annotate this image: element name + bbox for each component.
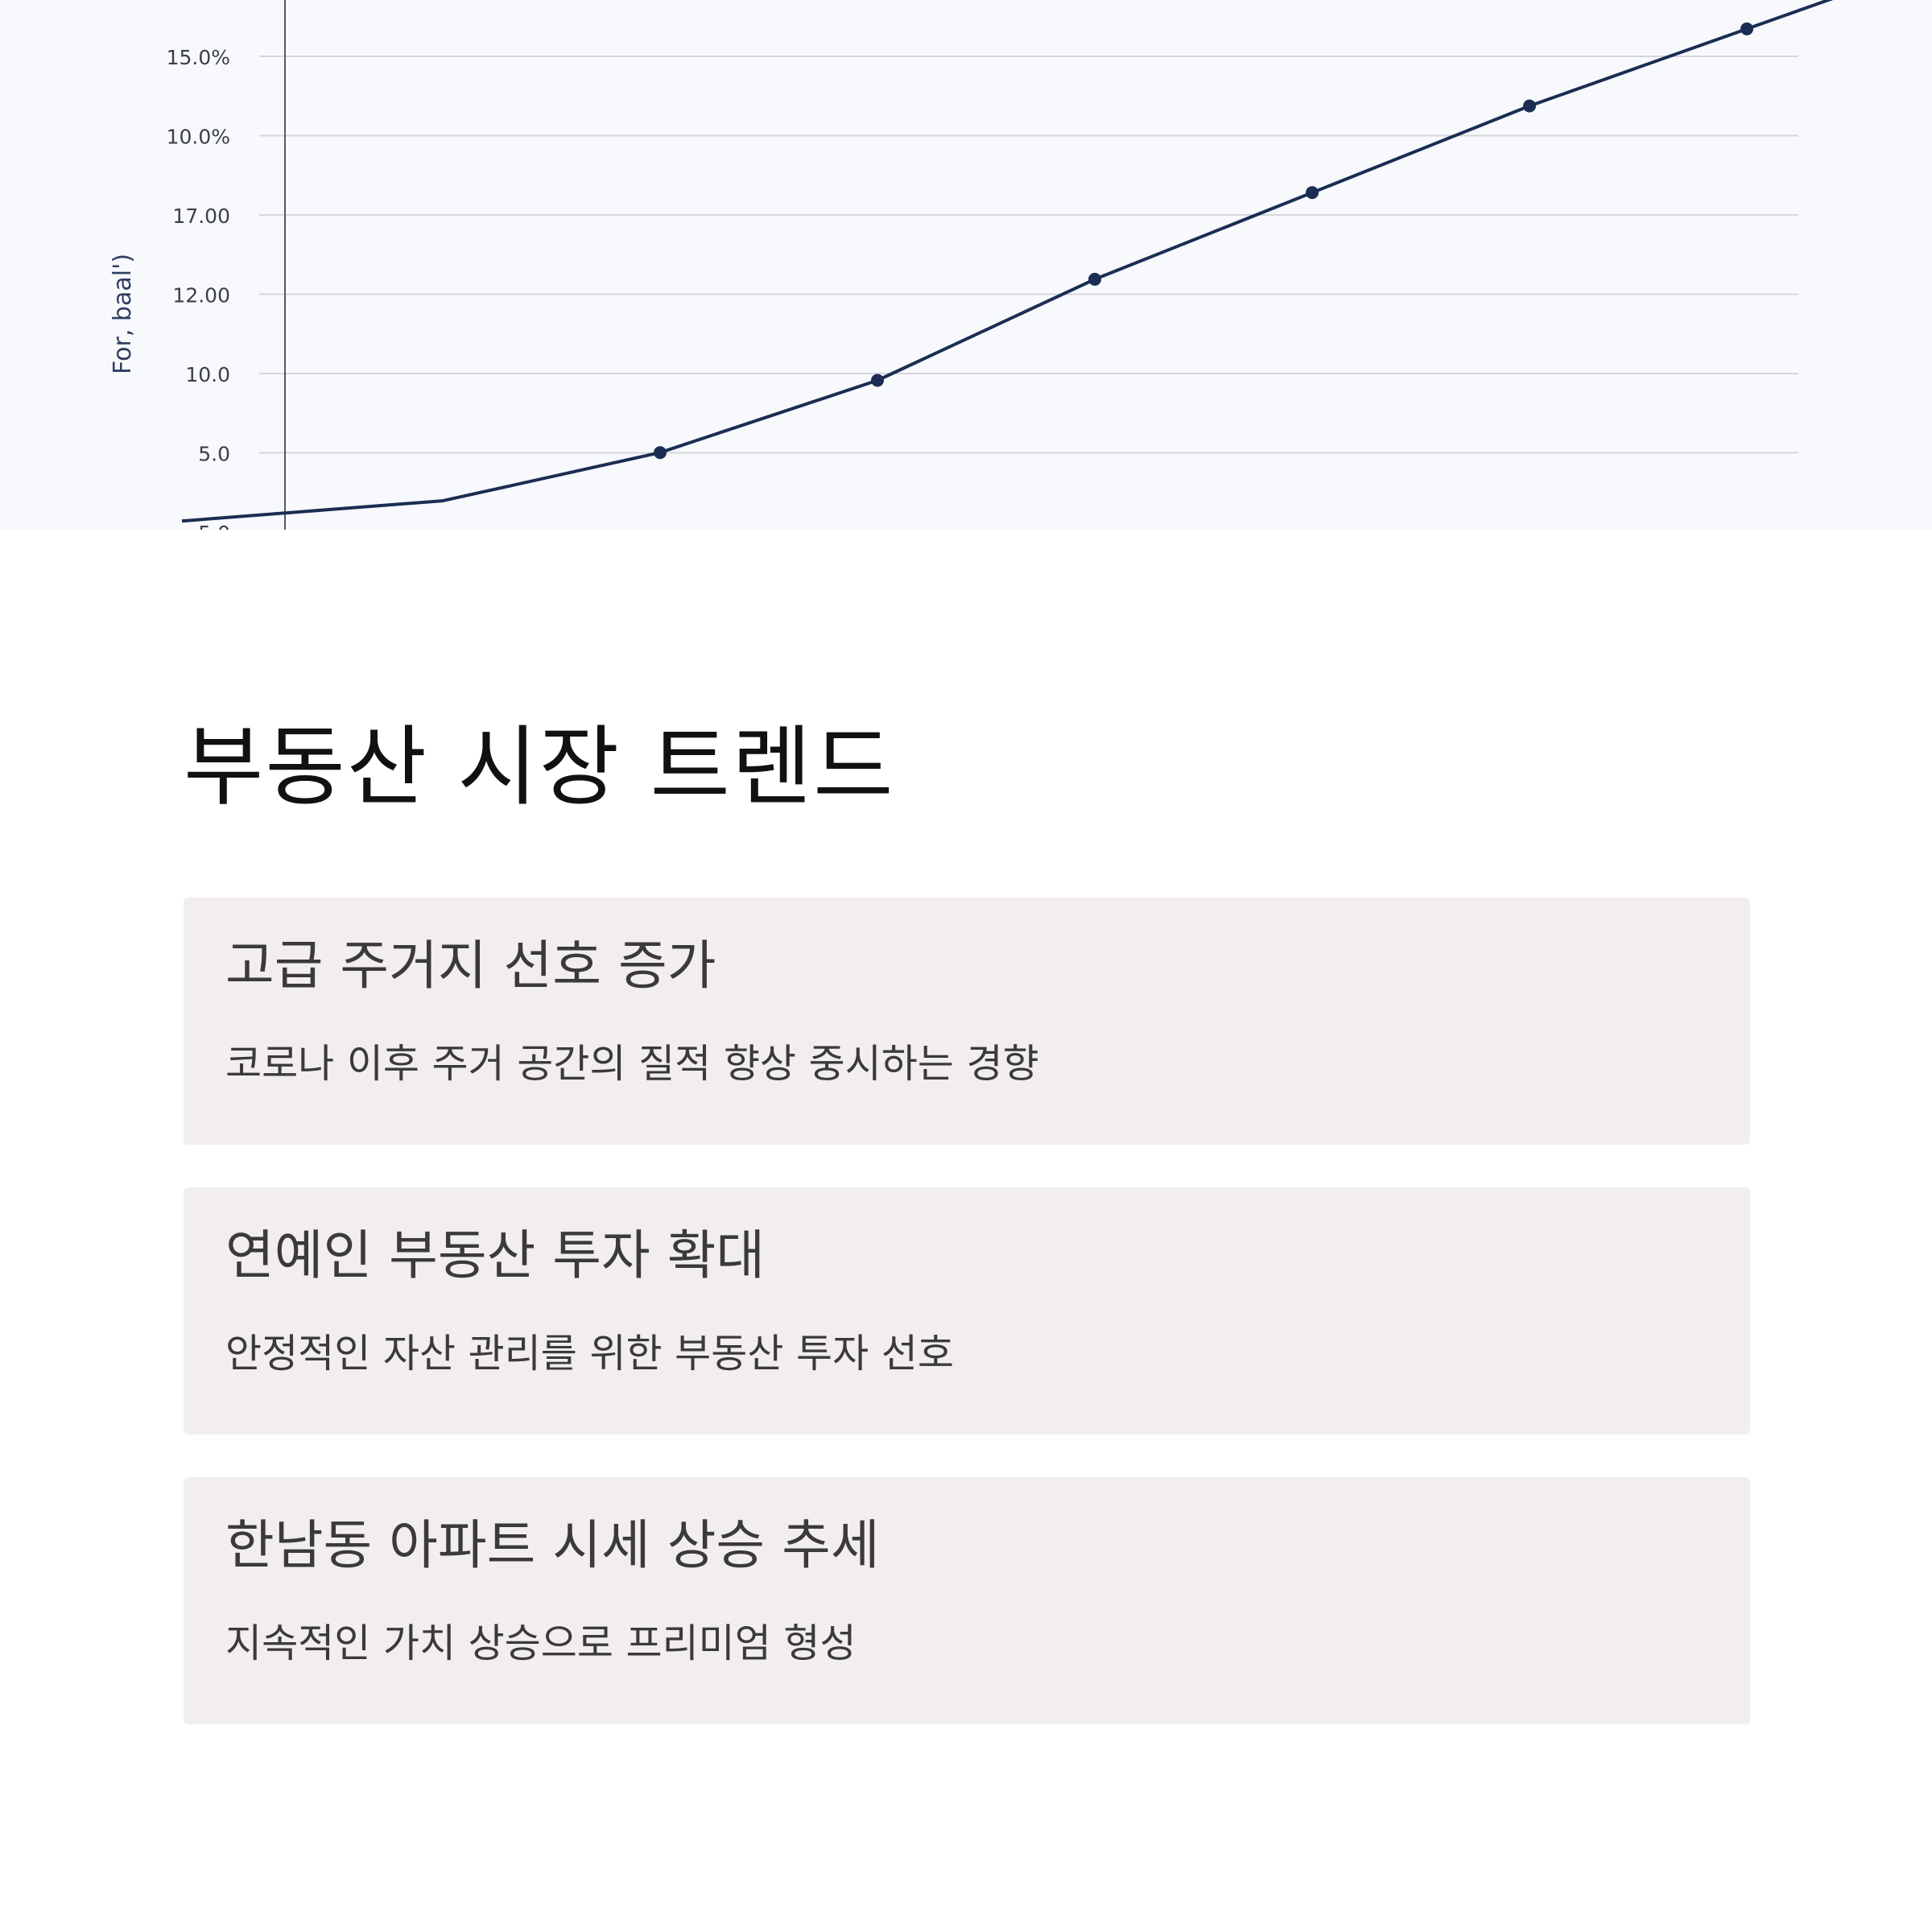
data-point bbox=[1088, 272, 1101, 286]
trend-card: 고급 주거지 선호 증가 코로나 이후 주거 공간의 질적 향상 중시하는 경향 bbox=[184, 898, 1750, 1145]
y-axis-label: For, baal') bbox=[109, 254, 137, 374]
y-tick-label: 10.0% bbox=[167, 126, 230, 149]
series-line bbox=[181, 0, 1834, 523]
trend-card-description: 안정적인 자산 관리를 위한 부동산 투자 선호 bbox=[225, 1331, 954, 1377]
y-tick-label: 5.0 bbox=[198, 443, 230, 466]
market-trends-section: 부동산 시장 트렌드 고급 주거지 선호 증가 코로나 이후 주거 공간의 질적… bbox=[184, 717, 1750, 1724]
trend-card-description: 코로나 이후 주거 공간의 질적 향상 중시하는 경향 bbox=[225, 1041, 1039, 1087]
y-tick-label: 10.0 bbox=[185, 363, 230, 386]
y-tick-label: 17.00 bbox=[172, 204, 230, 228]
y-tick-label: 5.0 bbox=[198, 522, 230, 530]
trend-card-title: 한남동 아파트 시세 상승 추세 bbox=[225, 1514, 880, 1576]
chart-panel: 15.0% 10.0% 17.00 12.00 10.0 5.0 5.0 For, baal… bbox=[0, 0, 1932, 530]
y-tick-label: 12.00 bbox=[172, 284, 230, 308]
data-point bbox=[1306, 186, 1319, 200]
data-point bbox=[871, 374, 884, 387]
y-tick-label: 15.0% bbox=[167, 46, 230, 69]
section-title: 부동산 시장 트렌드 bbox=[184, 717, 895, 818]
trend-card-description: 지속적인 가치 상승으로 프리미엄 형성 bbox=[225, 1620, 857, 1666]
line-chart: 15.0% 10.0% 17.00 12.00 10.0 5.0 5.0 For, baal… bbox=[109, 0, 1834, 530]
trend-card-title: 연예인 부동산 투자 확대 bbox=[225, 1224, 766, 1286]
data-point bbox=[1523, 99, 1536, 113]
trend-card-title: 고급 주거지 선호 증가 bbox=[225, 935, 716, 997]
data-point bbox=[1740, 22, 1753, 35]
trend-card: 한남동 아파트 시세 상승 추세 지속적인 가치 상승으로 프리미엄 형성 bbox=[184, 1477, 1750, 1724]
trend-card: 연예인 부동산 투자 확대 안정적인 자산 관리를 위한 부동산 투자 선호 bbox=[184, 1187, 1750, 1435]
data-point bbox=[654, 446, 667, 460]
